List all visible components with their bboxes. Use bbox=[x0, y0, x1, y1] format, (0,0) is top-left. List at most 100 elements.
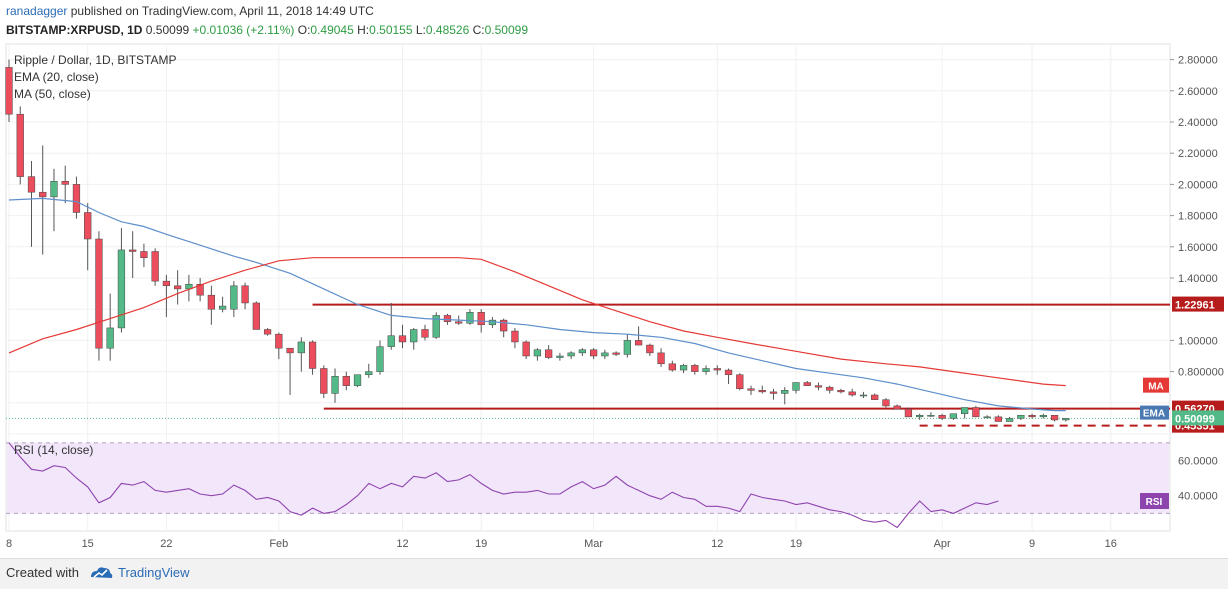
candle-body bbox=[1050, 415, 1059, 421]
candle-body bbox=[578, 349, 587, 354]
publish-info: published on TradingView.com, April 11, … bbox=[70, 4, 374, 18]
candle-body bbox=[331, 376, 339, 394]
close-label: C: bbox=[472, 23, 485, 37]
candle-body bbox=[848, 391, 856, 396]
candle-body bbox=[522, 341, 530, 357]
candle-body bbox=[623, 340, 631, 355]
candle-body bbox=[679, 365, 688, 371]
rsi-tick-label: 60.0000 bbox=[1178, 455, 1218, 467]
candle-body bbox=[556, 355, 564, 358]
candle-body bbox=[455, 321, 463, 324]
candle-body bbox=[241, 285, 249, 304]
x-tick-label: Apr bbox=[934, 538, 951, 550]
high-label: H: bbox=[357, 23, 370, 37]
candle-body bbox=[1005, 418, 1014, 422]
candle-body bbox=[736, 374, 744, 390]
tradingview-logo-icon bbox=[91, 567, 113, 578]
candle-body bbox=[724, 369, 733, 375]
candle-body bbox=[994, 416, 1002, 422]
candle-body bbox=[72, 184, 81, 213]
rsi-tick-label: 40.0000 bbox=[1178, 491, 1218, 503]
x-tick-label: 9 bbox=[1029, 538, 1035, 550]
candle-body bbox=[859, 394, 868, 397]
candle-body bbox=[466, 312, 474, 324]
candle-body bbox=[5, 67, 13, 115]
candle-body bbox=[1028, 415, 1036, 418]
candle-body bbox=[61, 181, 69, 185]
candle-body bbox=[589, 349, 598, 357]
legend-ema: EMA (20, close) bbox=[14, 70, 99, 84]
candle-body bbox=[657, 352, 665, 365]
candle-body bbox=[129, 249, 137, 252]
candle-body bbox=[230, 285, 238, 310]
y-tick-label: 2.60000 bbox=[1178, 86, 1218, 98]
x-tick-label: 22 bbox=[160, 538, 172, 550]
candle-body bbox=[297, 341, 305, 354]
candle-body bbox=[713, 368, 721, 371]
candle-body bbox=[387, 335, 395, 347]
price-chart-svg[interactable]: 0.800000 1.00000 1.40000 1.60000 1.80000 2.00… bbox=[0, 42, 1228, 558]
x-tick-label: Feb bbox=[269, 538, 288, 550]
candle-body bbox=[792, 382, 800, 391]
author-link[interactable]: ranadagger bbox=[6, 4, 68, 18]
y-tick-label: 1.40000 bbox=[1178, 273, 1218, 285]
tradingview-brand-link[interactable]: TradingView bbox=[118, 565, 190, 580]
candle-body bbox=[1017, 415, 1025, 419]
candle-body bbox=[567, 352, 575, 357]
candle-body bbox=[320, 368, 328, 394]
ema-tag: EMA bbox=[1143, 409, 1165, 420]
y-tick-label: 2.80000 bbox=[1178, 55, 1218, 67]
x-tick-label: 16 bbox=[1105, 538, 1117, 550]
candle-body bbox=[646, 344, 654, 354]
candle-body bbox=[781, 390, 789, 394]
x-tick-label: 19 bbox=[475, 538, 487, 550]
candle-body bbox=[410, 329, 418, 343]
y-tick-label: 1.00000 bbox=[1178, 335, 1218, 347]
candle-body bbox=[140, 251, 148, 258]
publish-line: ranadagger published on TradingView.com,… bbox=[6, 4, 374, 18]
rsi-tag-bg bbox=[1140, 493, 1169, 510]
candle-body bbox=[95, 238, 103, 349]
last-price-tag bbox=[1172, 410, 1224, 426]
candle-body bbox=[893, 405, 901, 410]
candle-body bbox=[151, 251, 159, 282]
symbol-label: BITSTAMP:XRPUSD, 1D bbox=[6, 23, 143, 37]
last-price-label: 0.50099 bbox=[1175, 413, 1215, 425]
candle-body bbox=[16, 113, 24, 177]
candle-body bbox=[342, 376, 350, 386]
rsi-tag: RSI bbox=[1146, 497, 1163, 508]
candle-body bbox=[814, 385, 823, 388]
y-tick-label: 2.40000 bbox=[1178, 117, 1218, 129]
candle-body bbox=[27, 176, 36, 193]
candle-body bbox=[545, 349, 553, 358]
candle-body bbox=[758, 390, 766, 393]
chart-area[interactable]: 0.800000 1.00000 1.40000 1.60000 1.80000 2.00… bbox=[0, 42, 1228, 558]
candle-body bbox=[634, 340, 643, 346]
candle-body bbox=[275, 333, 283, 349]
candle-body bbox=[263, 329, 272, 335]
candle-body bbox=[196, 283, 204, 296]
candle-body bbox=[826, 386, 834, 391]
candle-body bbox=[308, 341, 317, 369]
rsi-line bbox=[8, 442, 999, 529]
candle-body bbox=[443, 315, 452, 322]
candle-body bbox=[871, 394, 879, 400]
candle-body bbox=[949, 413, 958, 419]
candle-body bbox=[162, 280, 171, 287]
open-label: O: bbox=[297, 23, 311, 37]
candle-body bbox=[961, 407, 969, 414]
footer: Created with TradingView bbox=[0, 558, 1228, 589]
candle-body bbox=[1039, 415, 1047, 418]
low-value: 0.48526 bbox=[425, 23, 470, 37]
y-tick-label: 0.800000 bbox=[1178, 367, 1224, 379]
y-tick-label: 1.80000 bbox=[1178, 211, 1218, 223]
candle-body bbox=[511, 330, 519, 343]
y-tick-label: 2.20000 bbox=[1178, 148, 1218, 160]
level-price-label: 1.22961 bbox=[1175, 300, 1215, 312]
candle-body bbox=[983, 416, 991, 419]
candle-body bbox=[207, 294, 215, 310]
candle-body bbox=[1062, 418, 1070, 421]
candle-body bbox=[769, 391, 778, 394]
candle-body bbox=[477, 312, 485, 326]
created-with-label: Created with bbox=[6, 565, 79, 580]
